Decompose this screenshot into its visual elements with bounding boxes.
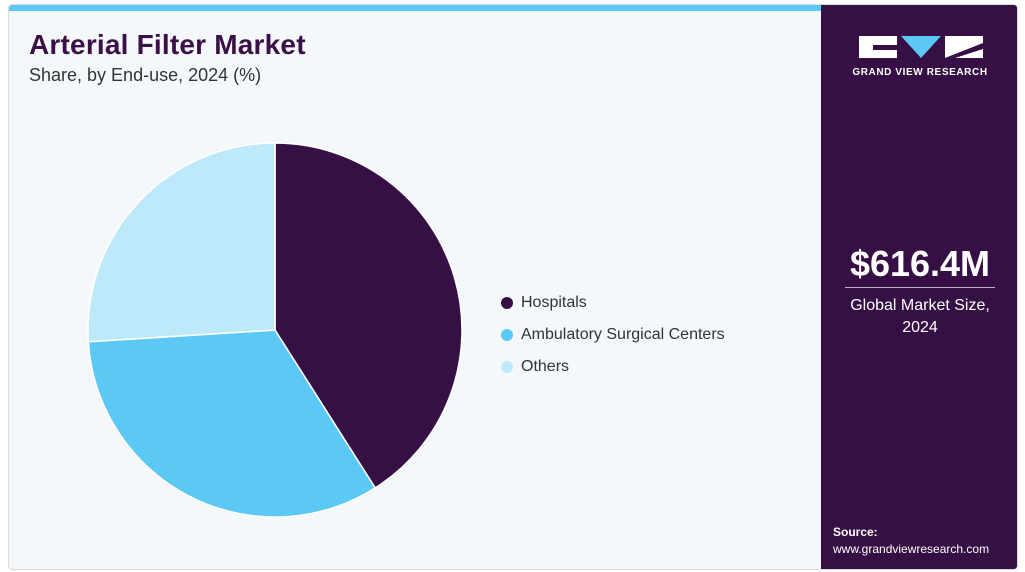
legend-item-ambulatory-surgical-centers: Ambulatory Surgical Centers bbox=[501, 319, 725, 351]
market-size-label: Global Market Size, 2024 bbox=[850, 297, 990, 336]
legend-swatch-others bbox=[501, 361, 513, 373]
legend-swatch-ambulatory-surgical-centers bbox=[501, 329, 513, 341]
pie-slice-hospitals bbox=[274, 142, 463, 489]
legend-label-ambulatory-surgical-centers: Ambulatory Surgical Centers bbox=[521, 326, 725, 343]
legend-item-others: Others bbox=[501, 351, 725, 383]
chart-subtitle: Share, by End-use, 2024 (%) bbox=[29, 65, 262, 85]
pie-slice-others bbox=[87, 142, 276, 343]
source-url: www.grandviewresearch.com bbox=[833, 542, 990, 556]
legend-label-hospitals: Hospitals bbox=[521, 294, 587, 311]
summary-panel: GRAND VIEW RESEARCH $616.4M Global Marke… bbox=[821, 5, 1017, 569]
legend-swatch-hospitals bbox=[501, 297, 513, 309]
legend-label-others: Others bbox=[521, 358, 570, 375]
brand-logo-icon bbox=[859, 36, 983, 58]
report-card: Arterial Filter Market Share, by End-use… bbox=[8, 4, 1018, 570]
brand-name: GRAND VIEW RESEARCH bbox=[852, 67, 988, 78]
legend-item-hospitals: Hospitals bbox=[501, 287, 725, 319]
market-size-value: $616.4M bbox=[849, 243, 991, 284]
pie-chart bbox=[87, 142, 463, 518]
accent-bar bbox=[9, 5, 821, 11]
pie-slice-ambulatory-surgical-centers bbox=[87, 329, 377, 518]
chart-legend: Hospitals Ambulatory Surgical Centers Ot… bbox=[501, 287, 725, 383]
panel-divider bbox=[845, 287, 995, 288]
chart-title: Arterial Filter Market bbox=[29, 29, 306, 60]
source-label: Source: bbox=[833, 525, 878, 539]
